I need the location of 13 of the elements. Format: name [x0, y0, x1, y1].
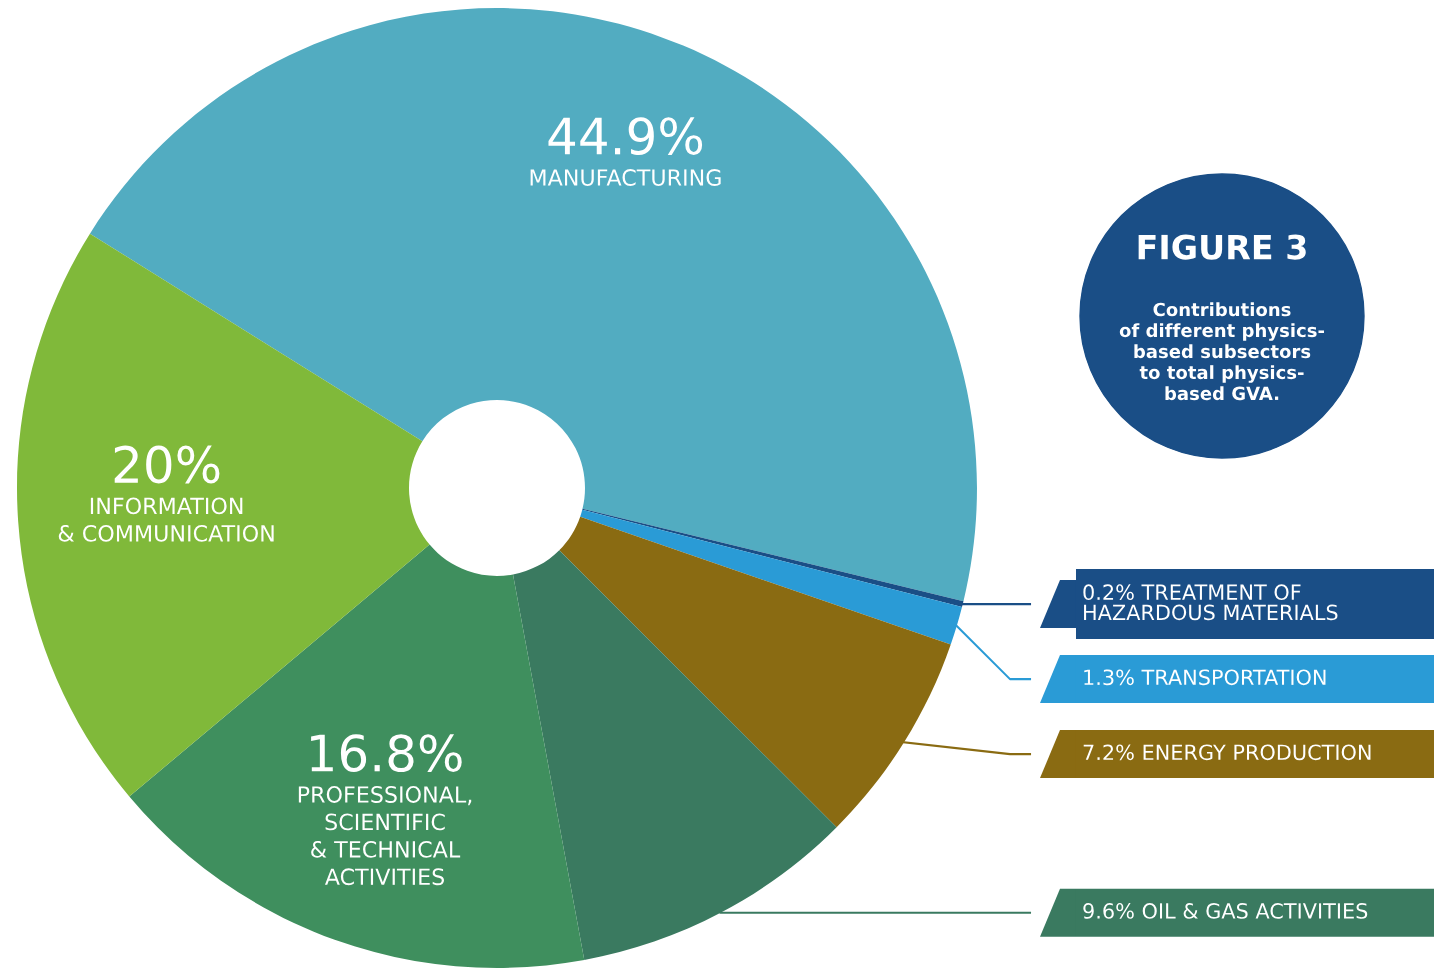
text: FIGURE 3: [1138, 234, 1306, 260]
slice-label: MANUFACTURING: [530, 169, 721, 186]
data-label: 20%: [114, 445, 220, 484]
legend-label: 7.2% ENERGY PRODUCTION: [1083, 744, 1371, 761]
legend-label: 1.3% TRANSPORTATION: [1084, 669, 1326, 686]
data-label: 44.9%: [548, 117, 703, 156]
text: Contributions of different physics- based subsectors to total physics- based GVA.: [1119, 302, 1325, 401]
donut-slice: [129, 544, 585, 968]
legend-label: 0.2% TREATMENT OF HAZARDOUS MATERIALS: [1083, 584, 1338, 621]
slice-label: PROFESSIONAL, SCIENTIFIC & TECHNICAL ACTIVITIES: [298, 786, 472, 886]
legend-label: 9.6% OIL & GAS ACTIVITIES: [1083, 903, 1368, 919]
data-label: 16.8%: [311, 734, 462, 773]
slice-label: INFORMATION & COMMUNICATION: [58, 497, 274, 542]
